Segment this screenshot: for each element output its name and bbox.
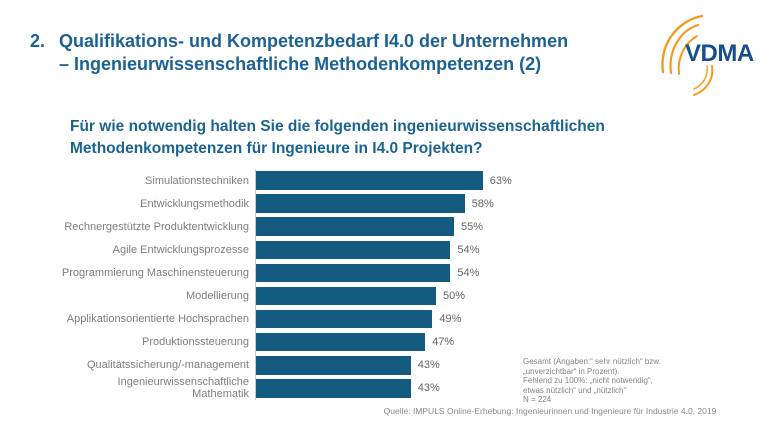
category-label: Produktionssteuerung [141, 336, 249, 349]
bar-rows: Simulationstechniken 63% Entwicklungsmetho… [42, 169, 512, 401]
logo-arcs-lower-icon [693, 65, 714, 96]
bar-value-label: 63% [489, 174, 512, 187]
bar-area: 43% [255, 353, 508, 377]
bar-area: 54% [255, 261, 508, 285]
bar [256, 240, 451, 260]
logo-wordmark: VDMA [685, 40, 754, 67]
bar-value-label: 55% [461, 220, 484, 233]
title-number: 2. [30, 31, 46, 51]
bar-area: 43% [255, 376, 508, 400]
category-label: Applikationsorientierte Hochsprachen [66, 313, 249, 326]
bar-area: 49% [255, 307, 508, 331]
bar [256, 286, 436, 306]
chart-row: Simulationstechniken 63% [42, 169, 512, 193]
bar [256, 379, 411, 398]
question-line-2: Methodenkompetenzen für Ingenieure in I4… [70, 139, 483, 157]
source-line: Quelle: IMPULS Online-Erhebung: Ingenieu… [383, 406, 717, 416]
chart-row: Programmierung Maschinensteuerung 54% [42, 261, 508, 285]
bar [256, 309, 433, 329]
bar-area: 58% [255, 192, 508, 216]
chart-row: Ingenieurwissenschaftliche Mathematik 43% [42, 376, 508, 401]
bar [256, 171, 483, 190]
chart-row: Agile Entwicklungsprozesse 54% [42, 238, 508, 262]
survey-question: Für wie notwendig halten Sie die folgend… [70, 116, 605, 159]
category-label: Ingenieurwissenschaftliche Mathematik [117, 376, 249, 401]
chart-row: Entwicklungsmethodik 58% [42, 192, 508, 216]
bar [256, 194, 465, 213]
category-label: Agile Entwicklungsprozesse [112, 243, 249, 256]
bar [256, 263, 451, 283]
bar-area: 50% [255, 284, 508, 308]
bar [256, 332, 426, 352]
bar-value-label: 54% [457, 266, 480, 279]
title-line-2: – Ingenieurwissenschaftliche Methodenkom… [59, 54, 542, 74]
bar-area: 55% [255, 215, 508, 239]
footnote-line-5: N = 224 [523, 395, 552, 405]
category-label: Programmierung Maschinensteuerung [61, 266, 249, 279]
bar-value-label: 54% [457, 243, 480, 256]
bar-value-label: 47% [432, 336, 455, 349]
category-label: Qualitätssicherung/-management [86, 359, 249, 372]
category-label: Simulationstechniken [145, 174, 249, 187]
chart-row: Qualitätssicherung/-management 43% [42, 353, 508, 377]
bar [256, 356, 411, 375]
category-label: Entwicklungsmethodik [140, 197, 249, 210]
vdma-logo: VDMA [661, 14, 754, 96]
bar-value-label: 50% [443, 290, 466, 303]
footnote-line-3: Fehlend zu 100%: „nicht notwendig“, [523, 376, 653, 386]
category-label: Modellierung [186, 290, 249, 303]
bar-value-label: 43% [417, 359, 440, 372]
footnote-line-2: „unverzichtbar“ in Prozent). [523, 366, 620, 376]
bar-value-label: 49% [439, 313, 462, 326]
question-line-1: Für wie notwendig halten Sie die folgend… [70, 118, 605, 135]
footnote-line-4: etwas nützlich“ und „nützlich“ [523, 385, 627, 395]
chart-row: Rechnergestützte Produktentwicklung 55% [42, 215, 508, 239]
category-label: Rechnergestützte Produktentwicklung [64, 220, 249, 233]
bar [256, 217, 454, 236]
bar-area: 47% [255, 330, 508, 354]
bar-area: 54% [255, 238, 508, 262]
chart-row: Applikationsorientierte Hochsprachen 49% [42, 307, 508, 331]
bar-chart: Simulationstechniken 63% Entwicklungsmetho… [42, 169, 512, 401]
footnote-line-1: Gesamt (Angaben:“ sehr nützlich“ bzw. [523, 357, 661, 366]
title-lines: Qualifikations- und Kompetenzbedarf I4.0… [59, 30, 568, 76]
bar-value-label: 43% [417, 382, 440, 395]
logo-arcs-upper-icon [661, 14, 704, 75]
footnote: Gesamt (Angaben:“ sehr nützlich“ bzw. „u… [523, 357, 661, 405]
slide-title: 2. Qualifikations- und Kompetenzbedarf I… [30, 30, 568, 76]
chart-row: Modellierung 50% [42, 284, 508, 308]
bar-value-label: 58% [471, 197, 494, 210]
title-line-1: Qualifikations- und Kompetenzbedarf I4.0… [59, 31, 569, 51]
bar-area: 63% [255, 169, 512, 193]
chart-row: Produktionssteuerung 47% [42, 330, 508, 354]
